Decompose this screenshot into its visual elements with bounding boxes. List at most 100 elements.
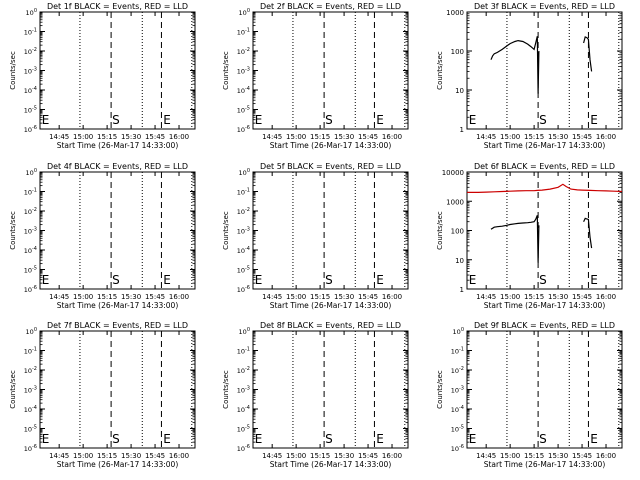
x-tick-label: 15:15 bbox=[524, 452, 544, 460]
x-tick-label: 16:00 bbox=[169, 452, 189, 460]
x-tick-label: 15:45 bbox=[572, 293, 592, 301]
x-axis-label: Start Time (26-Mar-17 14:33:00) bbox=[270, 460, 392, 469]
series-line bbox=[583, 217, 593, 249]
x-tick-label: 14:45 bbox=[262, 452, 282, 460]
x-axis-label: Start Time (26-Mar-17 14:33:00) bbox=[484, 460, 606, 469]
chart-panel: Det 2f BLACK = Events, RED = LLD 14:45 15:… bbox=[222, 2, 409, 150]
y-axis-label: Counts/sec bbox=[222, 51, 230, 90]
x-tick-label: 16:00 bbox=[382, 452, 402, 460]
plot-frame bbox=[39, 11, 196, 130]
x-axis-label: Start Time (26-Mar-17 14:33:00) bbox=[484, 301, 606, 310]
x-tick-label: 15:45 bbox=[572, 452, 592, 460]
x-tick-label: 15:15 bbox=[310, 133, 330, 141]
chart-panel: Det 5f BLACK = Events, RED = LLD 14:45 15:… bbox=[222, 162, 409, 310]
y-tick-label: 10-1 bbox=[24, 188, 37, 197]
x-axis-label: Start Time (26-Mar-17 14:33:00) bbox=[57, 301, 179, 310]
y-axis-label: Counts/sec bbox=[9, 51, 17, 90]
x-tick-label: 15:30 bbox=[121, 133, 141, 141]
plot-frame bbox=[466, 330, 623, 449]
y-tick-label: 10-4 bbox=[237, 246, 250, 255]
y-tick-label: 10-3 bbox=[24, 227, 37, 236]
chart-title: Det 2f BLACK = Events, RED = LLD bbox=[260, 2, 401, 11]
x-tick-label: 15:45 bbox=[572, 133, 592, 141]
event-marker-label: E bbox=[469, 432, 477, 446]
x-tick-label: 15:45 bbox=[358, 293, 378, 301]
y-tick-label: 10-4 bbox=[24, 246, 37, 255]
y-tick-label: 100 bbox=[451, 228, 464, 236]
y-tick-label: 10-3 bbox=[237, 227, 250, 236]
x-tick-label: 14:45 bbox=[476, 293, 496, 301]
event-marker-label: E bbox=[42, 273, 50, 287]
y-tick-label: 10-6 bbox=[237, 444, 250, 453]
chart-title: Det 6f BLACK = Events, RED = LLD bbox=[474, 162, 615, 171]
y-axis-label: Counts/sec bbox=[9, 211, 17, 250]
plot-frame bbox=[252, 11, 409, 130]
y-tick-label: 10-5 bbox=[24, 425, 37, 434]
event-marker-label: S bbox=[325, 113, 333, 127]
event-marker-label: E bbox=[590, 432, 598, 446]
y-tick-label: 10-2 bbox=[237, 207, 250, 216]
y-tick-label: 100 bbox=[451, 48, 464, 56]
event-marker-label: E bbox=[255, 113, 263, 127]
y-axis-label: Counts/sec bbox=[222, 211, 230, 250]
x-tick-label: 16:00 bbox=[596, 452, 616, 460]
plot-frame bbox=[252, 330, 409, 449]
event-marker-label: E bbox=[255, 432, 263, 446]
x-tick-label: 15:15 bbox=[310, 293, 330, 301]
y-tick-label: 10-2 bbox=[24, 366, 37, 375]
chart-panel: Det 7f BLACK = Events, RED = LLD 14:45 15:… bbox=[9, 321, 196, 469]
series-line bbox=[467, 183, 623, 193]
y-tick-label: 10-5 bbox=[237, 425, 250, 434]
chart-title: Det 1f BLACK = Events, RED = LLD bbox=[47, 2, 188, 11]
y-tick-label: 10-5 bbox=[24, 266, 37, 275]
event-marker-label: E bbox=[163, 113, 171, 127]
event-marker-label: S bbox=[539, 432, 547, 446]
y-tick-label: 10-1 bbox=[237, 347, 250, 356]
event-marker-label: E bbox=[42, 113, 50, 127]
y-axis-label: Counts/sec bbox=[222, 370, 230, 409]
y-tick-label: 10-5 bbox=[237, 106, 250, 115]
chart-panel: Det 8f BLACK = Events, RED = LLD 14:45 15:… bbox=[222, 321, 409, 469]
chart-panel: Det 4f BLACK = Events, RED = LLD 14:45 15:… bbox=[9, 162, 196, 310]
event-marker-label: E bbox=[469, 273, 477, 287]
chart-panel: Det 3f BLACK = Events, RED = LLD 14:45 15:… bbox=[436, 2, 623, 150]
x-tick-label: 14:45 bbox=[262, 293, 282, 301]
y-tick-label: 100 bbox=[239, 327, 250, 336]
y-tick-label: 10-2 bbox=[24, 47, 37, 56]
chart-panel: Det 6f BLACK = Events, RED = LLD 14:45 15:… bbox=[436, 162, 623, 310]
x-tick-label: 15:00 bbox=[500, 133, 520, 141]
event-marker-label: S bbox=[112, 113, 120, 127]
y-tick-label: 10-3 bbox=[451, 386, 464, 395]
x-axis-label: Start Time (26-Mar-17 14:33:00) bbox=[484, 141, 606, 150]
y-tick-label: 10-4 bbox=[24, 405, 37, 414]
plot-frame bbox=[252, 171, 409, 290]
chart-title: Det 4f BLACK = Events, RED = LLD bbox=[47, 162, 188, 171]
y-tick-label: 10-1 bbox=[237, 28, 250, 37]
plot-frame bbox=[39, 171, 196, 290]
x-tick-label: 15:45 bbox=[358, 452, 378, 460]
x-tick-label: 16:00 bbox=[596, 293, 616, 301]
x-tick-label: 16:00 bbox=[169, 133, 189, 141]
chart-title: Det 3f BLACK = Events, RED = LLD bbox=[474, 2, 615, 11]
event-marker-label: S bbox=[539, 273, 547, 287]
y-axis-label: Counts/sec bbox=[436, 370, 444, 409]
chart-panel: Det 1f BLACK = Events, RED = LLD 14:45 15:… bbox=[9, 2, 196, 150]
event-marker-label: S bbox=[112, 432, 120, 446]
x-tick-label: 16:00 bbox=[382, 293, 402, 301]
y-tick-label: 10-6 bbox=[237, 285, 250, 294]
event-marker-label: E bbox=[590, 273, 598, 287]
y-axis-label: Counts/sec bbox=[9, 370, 17, 409]
x-tick-label: 15:00 bbox=[73, 293, 93, 301]
y-tick-label: 10 bbox=[455, 257, 464, 265]
x-tick-label: 15:45 bbox=[145, 452, 165, 460]
y-tick-label: 10-6 bbox=[24, 285, 37, 294]
chart-title: Det 7f BLACK = Events, RED = LLD bbox=[47, 321, 188, 330]
y-tick-label: 10-4 bbox=[451, 405, 464, 414]
x-tick-label: 15:45 bbox=[145, 293, 165, 301]
x-tick-label: 15:30 bbox=[548, 293, 568, 301]
series-line bbox=[490, 215, 540, 263]
x-tick-label: 14:45 bbox=[49, 133, 69, 141]
x-tick-label: 15:15 bbox=[97, 293, 117, 301]
y-tick-label: 10-1 bbox=[24, 347, 37, 356]
event-marker-label: E bbox=[163, 273, 171, 287]
